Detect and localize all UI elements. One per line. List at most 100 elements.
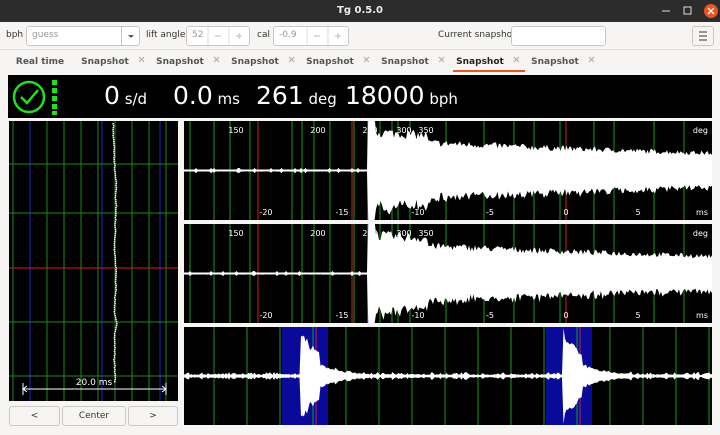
tab[interactable]: Snapshot	[153, 52, 225, 72]
strip-dot	[113, 167, 116, 169]
strip-dot	[114, 255, 116, 257]
tab[interactable]: Snapshot	[303, 52, 375, 72]
left-button[interactable]: <	[9, 406, 60, 426]
window-controls[interactable]	[650, 0, 720, 22]
strip-dot	[113, 313, 116, 315]
ms-tick: 0	[563, 208, 568, 217]
strip-dot	[112, 131, 115, 133]
maximize[interactable]	[683, 6, 692, 15]
ms-unit: ms	[696, 311, 708, 320]
tab-label: Snapshot	[531, 57, 579, 67]
strip-dot	[113, 145, 115, 147]
scale-label: 20.0 ms	[76, 378, 113, 388]
strip-dot	[114, 215, 117, 217]
rate: 0	[104, 81, 120, 110]
strip-dot	[114, 259, 117, 261]
strip-dot	[113, 243, 116, 245]
strip-dot	[114, 257, 116, 259]
strip-dot	[113, 339, 116, 341]
strip-dot	[113, 363, 116, 365]
strip-dot	[115, 201, 117, 203]
menu-button[interactable]	[692, 26, 714, 46]
strip-dot	[115, 179, 117, 181]
deg-tick: 200	[310, 229, 325, 238]
strip-dot	[115, 209, 117, 211]
lift-angle-value: 52	[192, 30, 204, 40]
strip-dot	[114, 293, 117, 295]
ms-unit: ms	[696, 208, 708, 217]
tab[interactable]: Snapshot	[378, 52, 450, 72]
strip-dot	[115, 285, 118, 287]
strip-dot	[115, 181, 118, 183]
strip-dot	[114, 365, 116, 367]
strip-dot	[113, 143, 115, 145]
ms-tick: -10	[411, 311, 424, 320]
strip-dot	[115, 203, 117, 205]
strip-dot	[113, 367, 116, 369]
strip-dot	[113, 381, 116, 383]
waveform-trace	[184, 328, 712, 424]
strip-dot	[114, 265, 117, 267]
strip-dot	[114, 231, 117, 233]
strip-dot	[115, 319, 117, 321]
strip-dot	[112, 135, 114, 137]
strip-dot	[114, 193, 117, 195]
tab[interactable]: Snapshot	[453, 52, 525, 72]
strip-dot	[114, 197, 117, 199]
strip-dot	[114, 195, 117, 197]
strip-dot	[113, 247, 116, 249]
strip-dot	[113, 309, 116, 311]
strip-dot	[113, 335, 116, 337]
deg-tick: 350	[418, 229, 433, 238]
tab[interactable]: Snapshot	[228, 52, 300, 72]
strip-dot	[113, 157, 115, 159]
cal-spin[interactable]: -0.9	[273, 26, 349, 46]
deg-unit: deg	[693, 229, 708, 238]
strip-dot	[115, 275, 117, 277]
strip-dot	[113, 253, 116, 255]
lift-angle-label: lift angle	[146, 30, 186, 40]
rate-unit: s/d	[124, 90, 148, 108]
deg-unit: deg	[693, 126, 708, 135]
tab-label: Snapshot	[231, 57, 279, 67]
readout: 0 s/d 0.0 ms 261 deg 18000 bph	[8, 75, 712, 118]
strip-dot	[113, 341, 116, 343]
lift-angle-spin[interactable]: 52	[186, 26, 250, 46]
tab-label: Snapshot	[456, 57, 504, 67]
strip-dot	[115, 287, 117, 289]
bph-combo[interactable]: guess	[26, 26, 140, 46]
strip-dot	[114, 173, 117, 175]
ms-tick: 5	[635, 311, 640, 320]
snapshot-entry[interactable]	[511, 26, 606, 46]
strip-dot	[114, 237, 116, 239]
strip-dot	[113, 161, 115, 163]
strip-dot	[114, 223, 116, 225]
right-button[interactable]: >	[128, 406, 178, 426]
center-button[interactable]: Center	[62, 406, 126, 426]
bph-readout: 18000	[345, 81, 425, 110]
strip-dot	[114, 343, 116, 345]
tab-label: Snapshot	[81, 57, 129, 67]
strip-dot	[114, 329, 117, 331]
strip-dot	[114, 221, 117, 223]
strip-dot	[113, 147, 116, 149]
deg-tick: 200	[310, 126, 325, 135]
paperstrip: 20.0 ms	[9, 121, 178, 401]
strip-dot	[114, 217, 117, 219]
strip-dot	[113, 297, 116, 299]
strip-dot	[114, 263, 117, 265]
tab[interactable]: Snapshot	[78, 52, 150, 72]
strip-dot	[113, 371, 116, 373]
strip-dot	[115, 271, 117, 273]
tab[interactable]: Snapshot	[528, 52, 600, 72]
strip-dot	[114, 369, 116, 371]
strip-dot	[115, 277, 117, 279]
strip-dot	[113, 357, 116, 359]
tic-waveform: 150 200 250 300 350 deg -20 -15 -10 -5 0 5 ms	[184, 121, 712, 220]
deg-tick: 250	[362, 126, 377, 135]
strip-dot	[116, 323, 118, 325]
strip-dot	[113, 305, 116, 307]
strip-dot	[112, 123, 114, 125]
ms-tick: 5	[635, 208, 640, 217]
tab[interactable]: Real time	[10, 52, 70, 72]
